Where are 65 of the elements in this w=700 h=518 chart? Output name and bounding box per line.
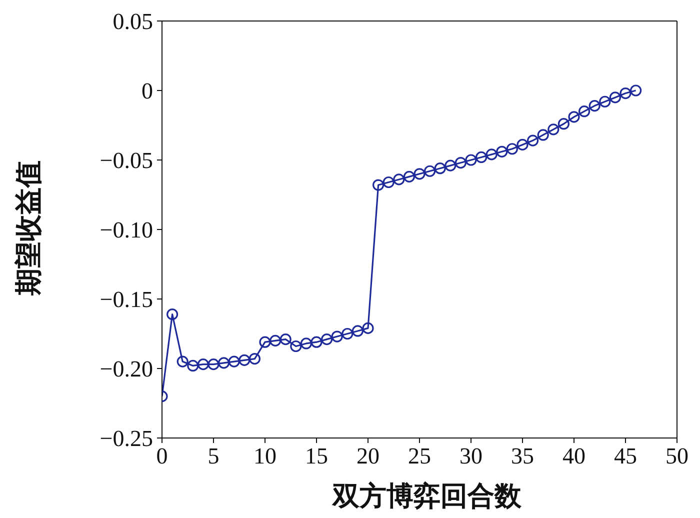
x-tick-label: 50 bbox=[666, 443, 688, 468]
point bbox=[465, 154, 477, 166]
point bbox=[218, 357, 230, 369]
x-tick-label: 10 bbox=[254, 443, 276, 468]
point bbox=[280, 334, 292, 346]
point bbox=[414, 168, 426, 180]
point bbox=[588, 100, 600, 112]
y-tick-label: −0.10 bbox=[100, 218, 153, 243]
point bbox=[187, 360, 199, 372]
x-tick-label: 15 bbox=[305, 443, 328, 468]
point bbox=[506, 143, 518, 155]
point bbox=[403, 170, 415, 182]
point bbox=[454, 156, 466, 169]
point bbox=[300, 338, 312, 350]
point bbox=[393, 174, 405, 186]
point bbox=[362, 322, 374, 334]
point bbox=[208, 358, 220, 370]
point bbox=[444, 160, 456, 172]
x-tick-label: 45 bbox=[614, 443, 637, 468]
point bbox=[197, 358, 209, 370]
point bbox=[238, 354, 250, 366]
y-tick-label: 0.05 bbox=[112, 9, 153, 34]
x-axis-title: 双方博弈回合数 bbox=[330, 480, 522, 513]
point bbox=[270, 334, 282, 346]
y-tick-label: −0.15 bbox=[100, 287, 153, 312]
point bbox=[609, 92, 621, 104]
point bbox=[166, 308, 178, 320]
point bbox=[372, 179, 384, 191]
point bbox=[434, 162, 446, 174]
point bbox=[476, 151, 488, 164]
x-tick-label: 5 bbox=[208, 443, 220, 468]
point bbox=[486, 148, 498, 160]
point bbox=[248, 352, 260, 365]
point bbox=[259, 336, 271, 348]
y-tick-label: −0.25 bbox=[100, 426, 153, 452]
x-tick-label: 25 bbox=[408, 443, 431, 468]
x-tick-label: 35 bbox=[511, 443, 534, 468]
y-tick-label: −0.20 bbox=[100, 356, 153, 382]
point bbox=[382, 176, 394, 188]
point bbox=[321, 334, 333, 346]
point bbox=[352, 325, 364, 337]
x-tick-label: 30 bbox=[460, 443, 482, 468]
point bbox=[176, 356, 188, 368]
x-tick-label: 20 bbox=[356, 443, 380, 468]
point bbox=[527, 134, 539, 146]
point bbox=[548, 124, 560, 136]
point bbox=[620, 87, 632, 100]
y-tick-label: 0 bbox=[142, 78, 153, 104]
point bbox=[630, 84, 642, 96]
point bbox=[331, 330, 343, 342]
point bbox=[578, 106, 590, 118]
point bbox=[496, 146, 508, 158]
point bbox=[558, 118, 570, 130]
y-axis-title: 期望收益值 bbox=[12, 160, 44, 296]
point bbox=[228, 356, 240, 368]
point bbox=[424, 165, 436, 177]
y-tick-label: −0.05 bbox=[100, 148, 153, 174]
point bbox=[599, 96, 611, 108]
point bbox=[516, 138, 528, 151]
x-tick-label: 40 bbox=[562, 443, 586, 468]
point bbox=[310, 336, 322, 348]
point bbox=[537, 129, 549, 141]
point bbox=[290, 340, 302, 352]
point bbox=[568, 111, 580, 123]
point bbox=[342, 328, 354, 340]
